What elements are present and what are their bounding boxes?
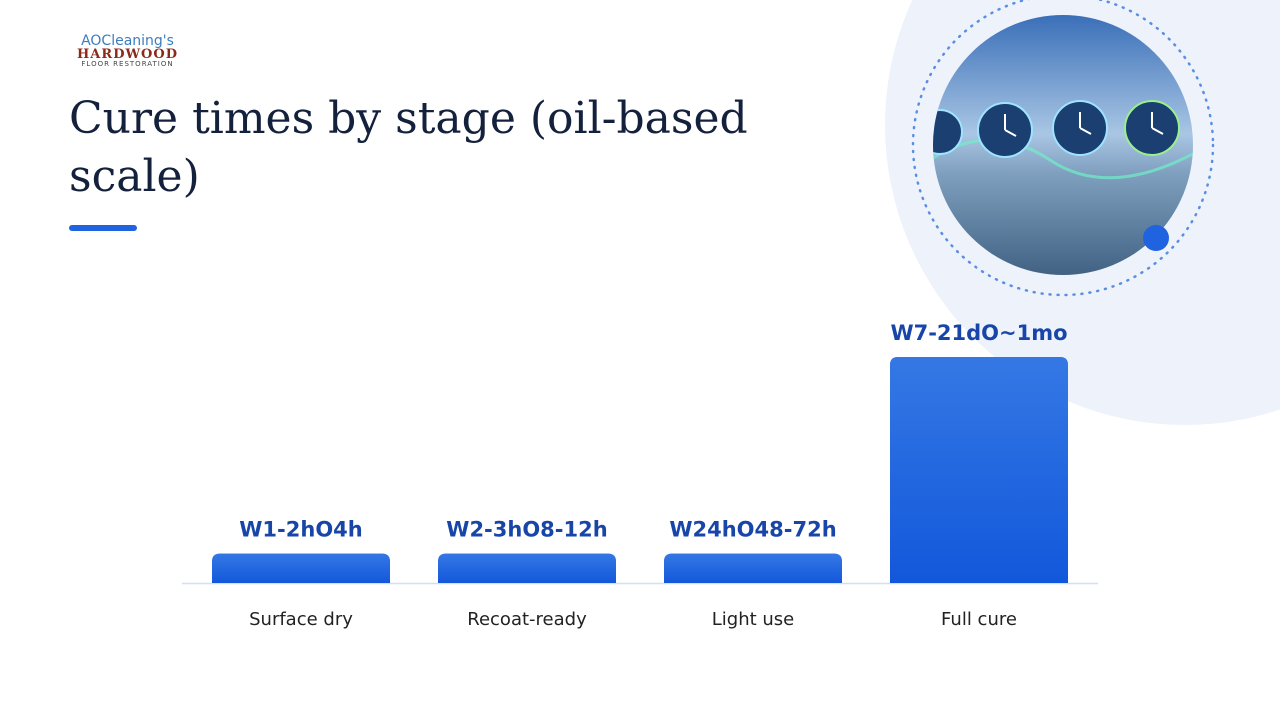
title-accent bbox=[69, 225, 137, 231]
logo: AOCleaning's HARDWOOD FLOOR RESTORATION bbox=[70, 34, 185, 68]
logo-text: HARDWOOD bbox=[77, 47, 178, 62]
bar-shade bbox=[212, 553, 390, 583]
chart-title: Cure times by stage (oil-based scale) bbox=[69, 93, 748, 202]
logo-text: AOCleaning's bbox=[81, 33, 174, 49]
bar-shade bbox=[890, 357, 1068, 583]
x-tick-label: Light use bbox=[712, 609, 795, 630]
bar-label: W24hO48-72h bbox=[669, 518, 836, 542]
bar-shade bbox=[438, 553, 616, 583]
x-tick-label: Surface dry bbox=[249, 609, 353, 630]
x-tick-label: Recoat-ready bbox=[467, 609, 587, 630]
bar-label: W1-2hO4h bbox=[239, 518, 362, 542]
bar-shade bbox=[664, 553, 842, 583]
bar-label: W7-21dO~1mo bbox=[890, 321, 1067, 345]
logo-text: FLOOR RESTORATION bbox=[81, 60, 174, 68]
x-tick-label: Full cure bbox=[941, 609, 1017, 630]
accent-dot bbox=[1143, 225, 1169, 251]
bar-label: W2-3hO8-12h bbox=[446, 518, 607, 542]
dotted-ring bbox=[911, 0, 1215, 297]
